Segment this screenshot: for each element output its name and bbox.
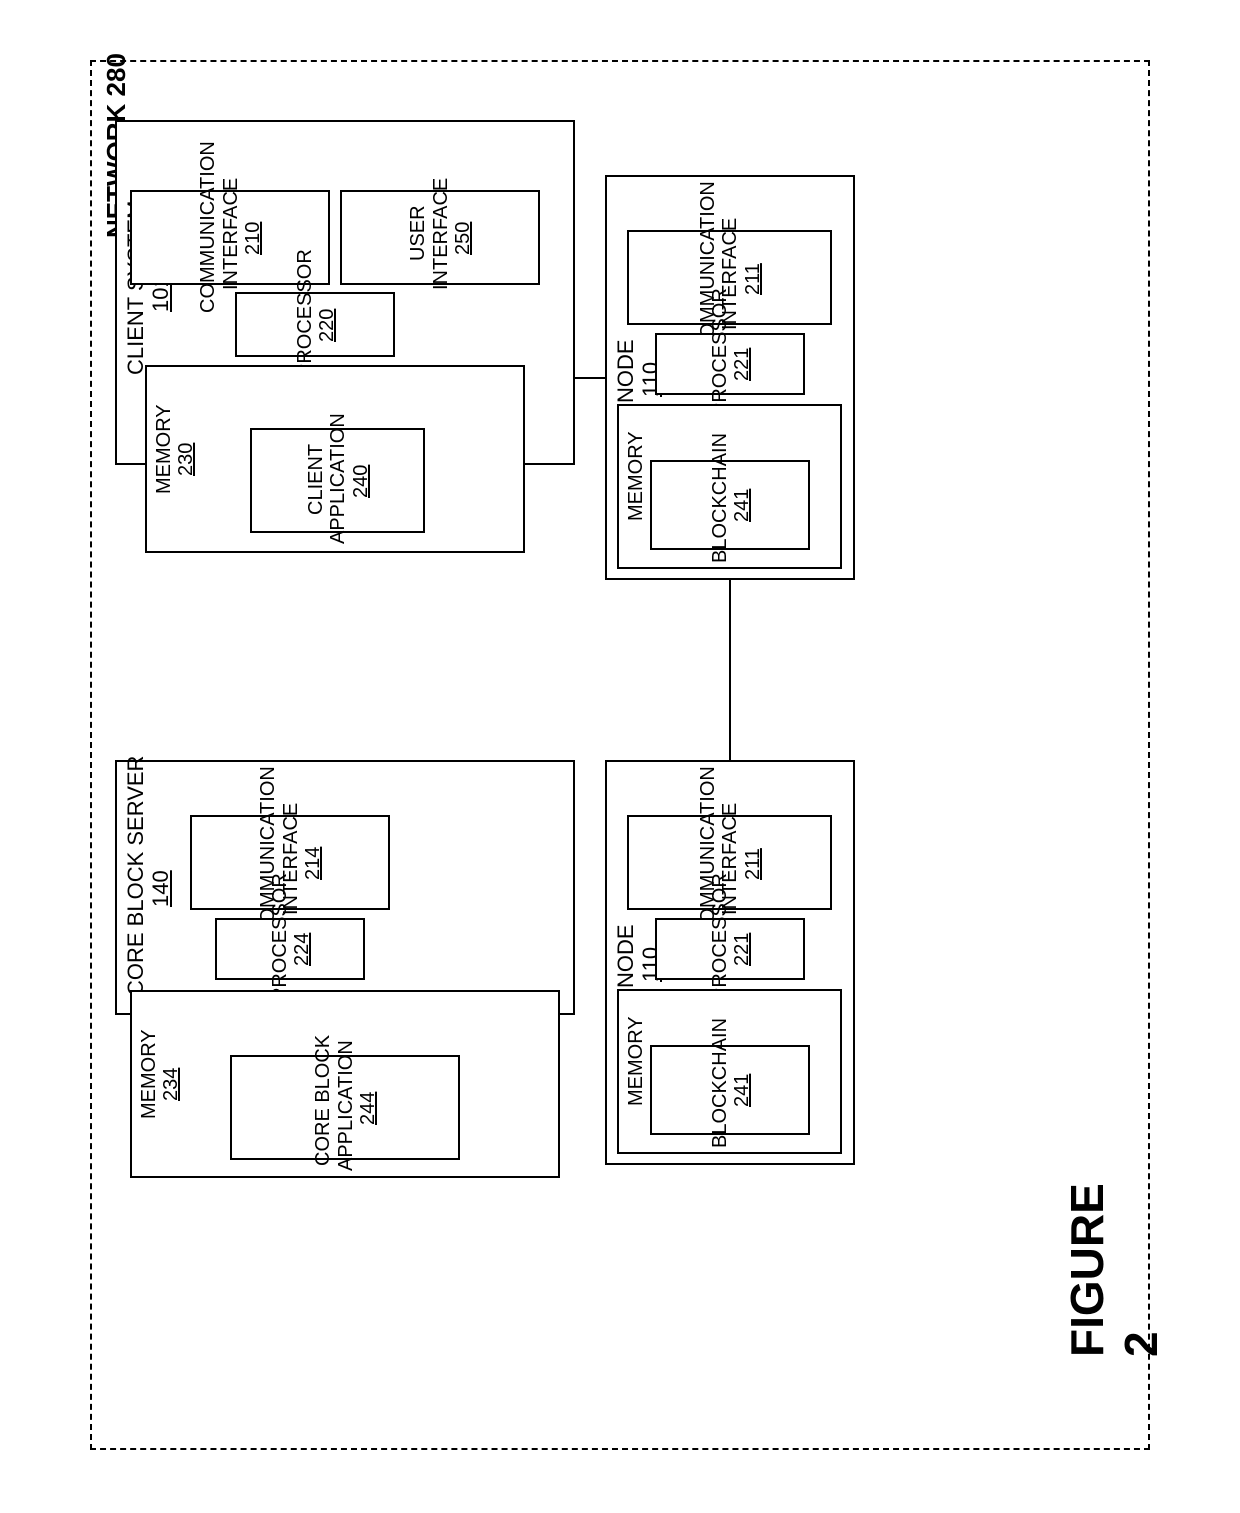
core-server-ref: 140 xyxy=(148,870,173,907)
core-server-title: CORE BLOCK SERVER xyxy=(123,756,148,996)
user-if-250-ref: 250 xyxy=(452,222,475,255)
processor-220-ref: 220 xyxy=(316,309,339,342)
client-app-240-l2: APPLICATION xyxy=(327,414,350,545)
core-app-244-l2: APPLICATION xyxy=(335,1041,358,1172)
connector xyxy=(575,377,605,379)
na-mem-l1: MEMORY xyxy=(625,432,648,522)
comm-if-210-ref: 210 xyxy=(242,222,265,255)
node-b-title: NODE xyxy=(613,924,638,988)
node-a-title: NODE xyxy=(613,339,638,403)
nb-bc-l1: BLOCKCHAIN xyxy=(709,1018,732,1148)
comm-if-210-l1: COMMUNICATION xyxy=(197,141,220,313)
core-app-244-ref: 244 xyxy=(357,1092,380,1125)
na-bc-ref: 241 xyxy=(731,489,754,522)
memory-234-ref: 234 xyxy=(160,1068,183,1101)
client-app-240-ref: 240 xyxy=(350,465,373,498)
processor-224-ref: 224 xyxy=(291,933,314,966)
client-app-240-l1: CLIENT xyxy=(305,444,328,515)
core-app-244-l1: CORE BLOCK xyxy=(312,1034,335,1165)
user-if-250-l2: INTERFACE xyxy=(430,177,453,289)
connector xyxy=(729,580,731,760)
na-proc-l1: PROCESSOR xyxy=(709,288,732,416)
processor-224-l1: PROCESSOR xyxy=(269,873,292,1001)
user-if-250-l1: USER xyxy=(407,205,430,261)
diagram-stage: FIGURE 2 NETWORK 280 CLIENT SYSTEM 101 C… xyxy=(0,0,1240,1513)
memory-230-ref: 230 xyxy=(175,443,198,476)
memory-230-l1: MEMORY xyxy=(153,404,176,494)
nb-bc-ref: 241 xyxy=(731,1074,754,1107)
nb-mem-l1: MEMORY xyxy=(625,1017,648,1107)
memory-234-l1: MEMORY xyxy=(138,1029,161,1119)
figure-label: FIGURE 2 xyxy=(1060,1177,1168,1357)
comm-if-210-l2: INTERFACE xyxy=(220,177,243,289)
nb-proc-ref: 221 xyxy=(731,933,754,966)
na-comm-ref: 211 xyxy=(742,263,765,295)
na-proc-ref: 221 xyxy=(731,348,754,381)
processor-220-l1: PROCESSOR xyxy=(294,249,317,377)
nb-proc-l1: PROCESSOR xyxy=(709,873,732,1001)
nb-comm-ref: 211 xyxy=(742,848,765,880)
na-bc-l1: BLOCKCHAIN xyxy=(709,433,732,563)
comm-if-214-ref: 214 xyxy=(302,847,325,880)
